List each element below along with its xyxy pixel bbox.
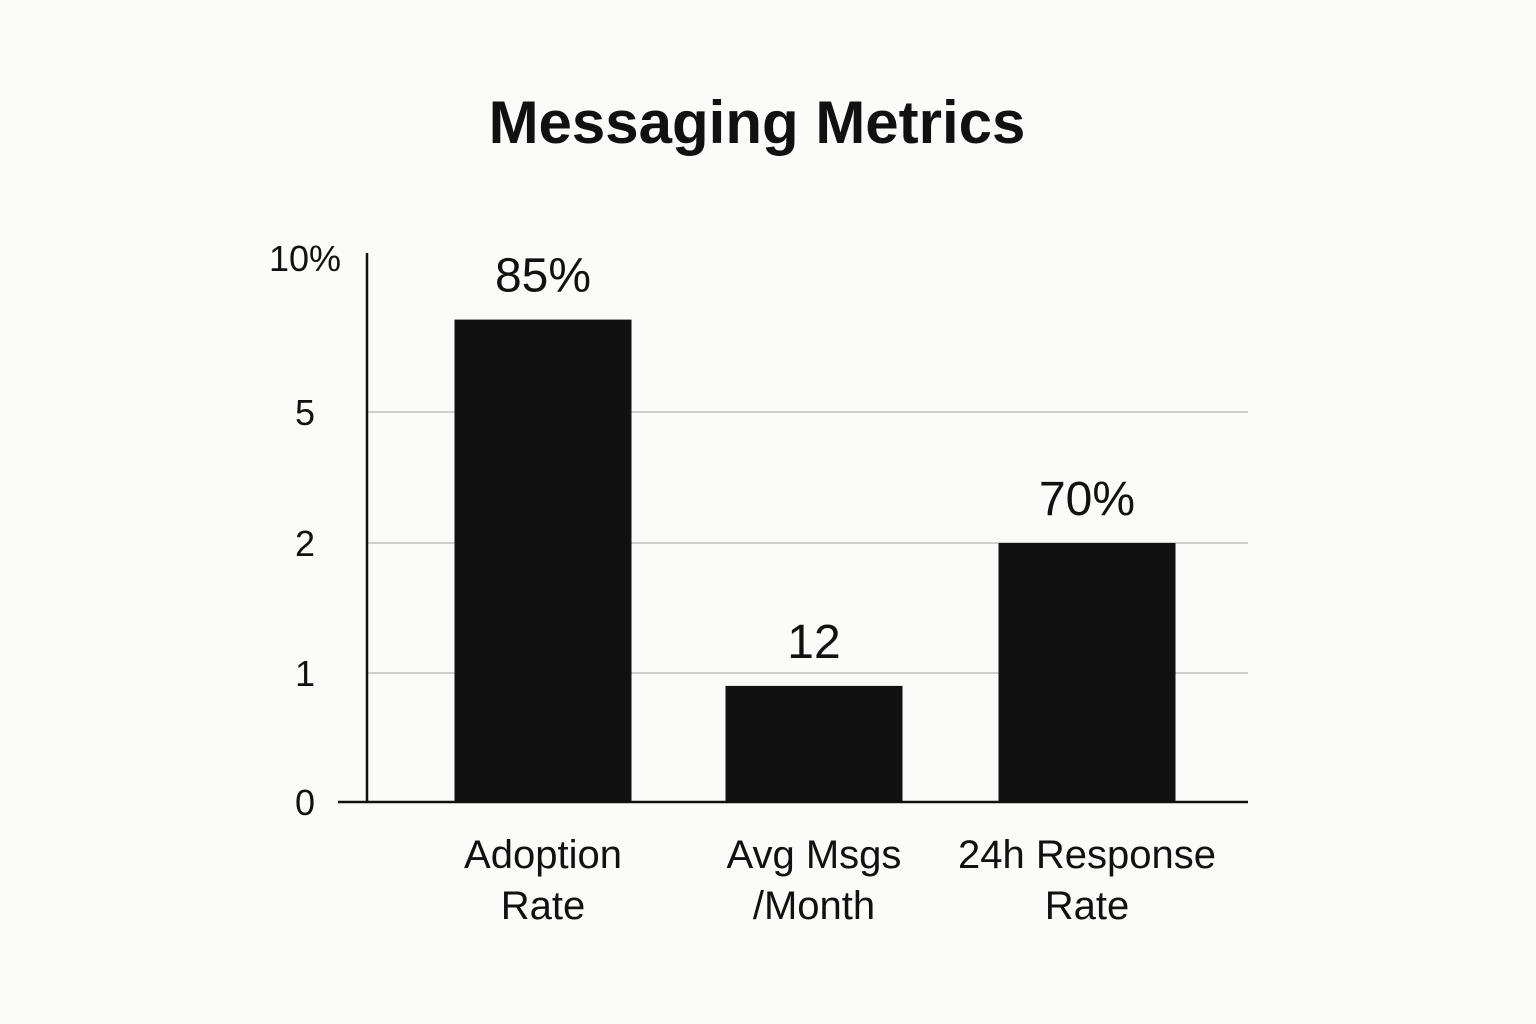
category-label: Rate [1045, 884, 1130, 928]
y-tick-label: 0 [295, 782, 315, 823]
data-label: 12 [787, 616, 840, 669]
y-tick-label: 1 [295, 653, 315, 694]
category-label: Rate [501, 884, 586, 928]
bar [725, 685, 903, 802]
y-tick-labels: 0 1 2 5 10% [269, 238, 341, 823]
category-label: /Month [753, 884, 875, 928]
y-tick-label: 2 [295, 523, 315, 564]
y-tick-label: 5 [295, 392, 315, 433]
category-label: Adoption [464, 833, 622, 877]
bars [454, 319, 1176, 802]
axes [338, 253, 1248, 804]
category-label: Avg Msgs [727, 833, 902, 877]
y-tick-label: 10% [269, 238, 341, 279]
data-label: 85% [495, 250, 591, 303]
data-label: 70% [1039, 473, 1135, 526]
bar [454, 319, 632, 802]
chart-title: Messaging Metrics [489, 89, 1026, 156]
category-labels: Adoption Rate Avg Msgs/Month 24h Response Ra… [464, 833, 1216, 928]
data-labels: 85% 12 70% [495, 250, 1135, 669]
category-label: 24h Response [958, 833, 1216, 877]
bar [998, 543, 1176, 802]
